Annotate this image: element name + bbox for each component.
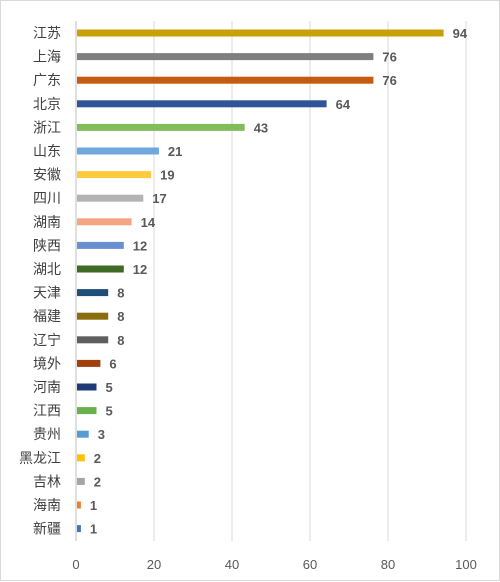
bar	[77, 76, 374, 84]
data-label: 76	[382, 50, 396, 65]
category-label: 吉林	[33, 474, 61, 490]
bar	[77, 525, 81, 533]
category-label: 辽宁	[33, 332, 61, 349]
category-label: 海南	[33, 498, 61, 514]
x-tick-label: 60	[303, 557, 317, 572]
data-label: 94	[453, 26, 468, 41]
category-label: 新疆	[33, 522, 61, 538]
bar	[77, 53, 374, 61]
data-label: 64	[336, 97, 351, 112]
bar	[77, 407, 97, 415]
x-tick-label: 40	[225, 557, 239, 572]
bars	[77, 29, 444, 533]
data-label: 76	[382, 73, 396, 88]
bar	[77, 477, 85, 485]
category-label: 广东	[33, 73, 61, 89]
category-labels: 江苏上海广东北京浙江山东安徽四川湖南陕西湖北天津福建辽宁境外河南江西贵州黑龙江吉…	[19, 26, 61, 538]
bar	[77, 147, 159, 155]
category-label: 江西	[33, 404, 61, 420]
category-label: 湖北	[33, 262, 61, 278]
bar	[77, 501, 81, 509]
category-label: 陕西	[33, 238, 61, 254]
data-label: 19	[160, 168, 174, 183]
data-label: 17	[152, 191, 166, 206]
bar	[77, 359, 101, 367]
category-label: 山东	[33, 144, 61, 160]
bar	[77, 171, 152, 179]
bar	[77, 194, 144, 202]
bar	[77, 454, 85, 462]
category-label: 黑龙江	[19, 451, 61, 467]
category-label: 天津	[33, 286, 61, 302]
data-label: 1	[90, 498, 97, 513]
bar	[77, 265, 124, 273]
data-label: 5	[106, 380, 113, 395]
bar	[77, 312, 109, 320]
x-tick-labels: 0 20 40 60 80 100	[72, 557, 476, 572]
bar	[77, 218, 132, 226]
bar	[77, 336, 109, 344]
category-label: 江苏	[33, 26, 61, 42]
category-label: 北京	[33, 97, 61, 113]
bar	[77, 29, 444, 37]
data-label: 1	[90, 522, 97, 537]
data-label: 5	[106, 404, 113, 419]
data-label: 14	[141, 215, 156, 230]
data-label: 2	[94, 451, 101, 466]
category-label: 浙江	[33, 120, 61, 136]
category-label: 安徽	[33, 168, 61, 184]
data-label: 21	[168, 144, 182, 159]
data-label: 6	[109, 356, 116, 371]
x-tick-label: 80	[381, 557, 395, 572]
bar	[77, 289, 109, 297]
x-tick-label: 20	[147, 557, 161, 572]
category-label: 福建	[33, 309, 61, 325]
bar	[77, 123, 245, 131]
bar	[77, 383, 97, 391]
x-tick-label: 100	[455, 557, 477, 572]
data-label: 8	[117, 309, 124, 324]
data-label: 12	[133, 238, 147, 253]
data-label: 12	[133, 262, 147, 277]
category-label: 湖南	[33, 215, 61, 231]
bar	[77, 100, 327, 108]
category-label: 四川	[33, 191, 61, 207]
data-label: 8	[117, 333, 124, 348]
category-label: 贵州	[33, 427, 61, 443]
data-label: 2	[94, 474, 101, 489]
bar	[77, 241, 124, 249]
data-label: 43	[254, 120, 268, 135]
category-label: 境外	[33, 356, 61, 372]
gridlines	[75, 21, 467, 541]
category-label: 上海	[33, 50, 61, 66]
data-label: 8	[117, 286, 124, 301]
category-label: 河南	[33, 380, 61, 396]
data-label: 3	[98, 427, 105, 442]
bar	[77, 430, 89, 438]
x-tick-label: 0	[72, 557, 79, 572]
